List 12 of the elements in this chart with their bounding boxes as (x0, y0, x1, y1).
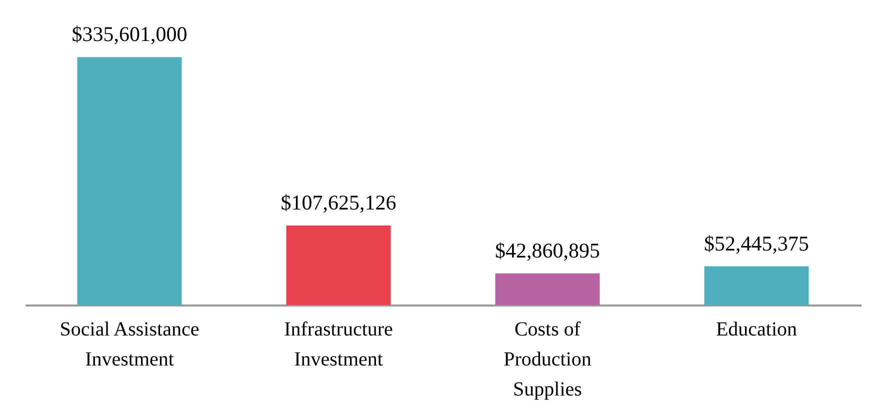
data-label: $52,445,375 (704, 231, 809, 256)
x-tick-label: Education (716, 318, 798, 340)
bar (286, 226, 391, 305)
bar (495, 273, 600, 305)
x-tick-label: Social Assistance Investment (60, 318, 200, 370)
bar (77, 57, 182, 305)
x-tick-label: Costs of Production Supplies (504, 318, 592, 400)
data-label: $335,601,000 (72, 22, 188, 46)
data-label: $42,860,895 (495, 238, 600, 262)
bar (704, 266, 809, 305)
data-label: $107,625,126 (280, 190, 396, 215)
x-tick-label: Infrastructure Investment (284, 318, 394, 370)
